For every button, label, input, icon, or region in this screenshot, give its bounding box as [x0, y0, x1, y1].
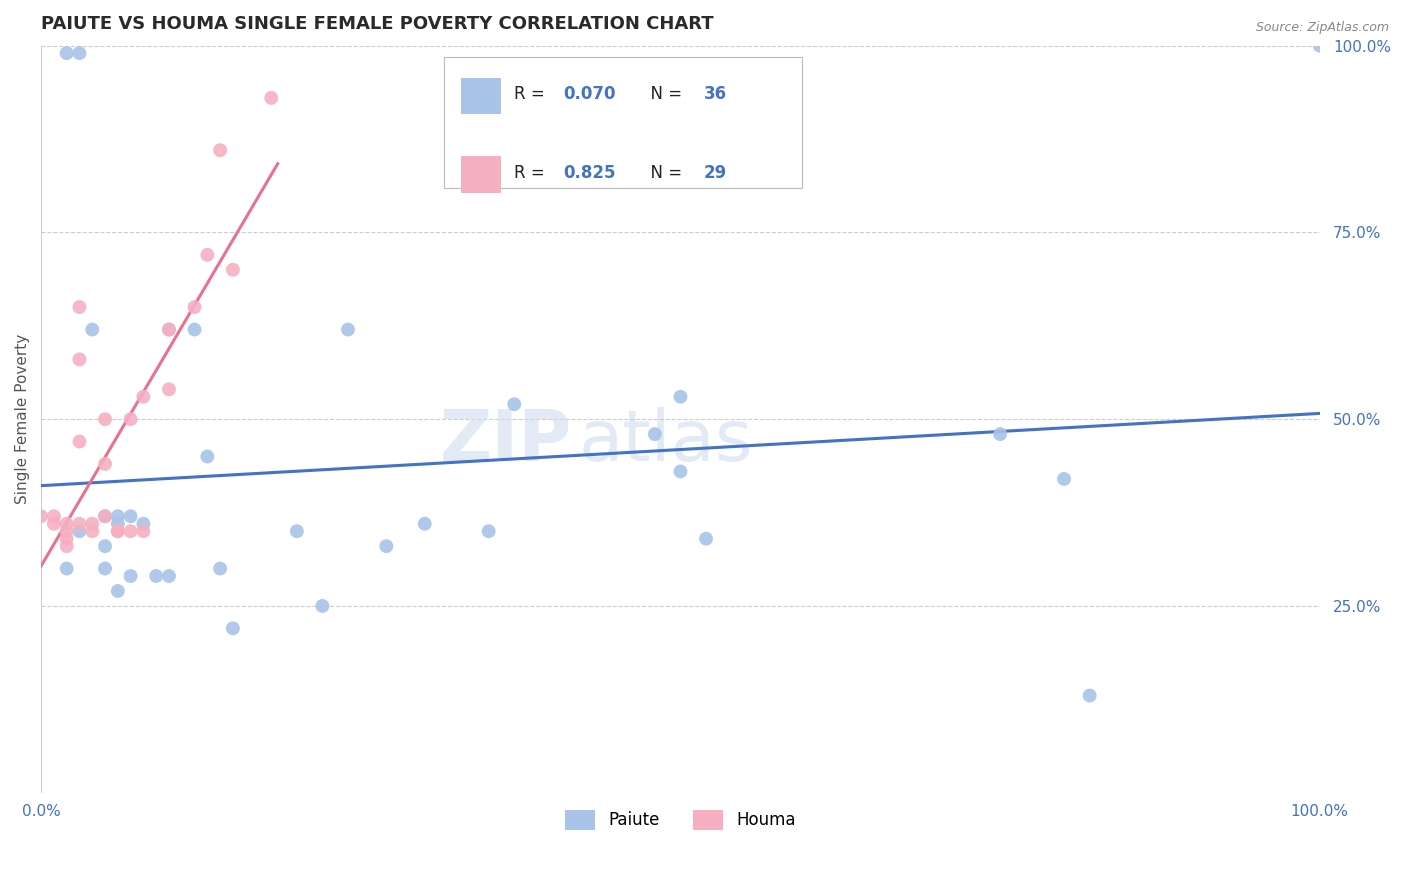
Point — [55, 46, 77, 61]
Point — [55, 524, 77, 539]
Point — [94, 539, 117, 553]
Point — [157, 569, 180, 583]
Point — [82, 516, 104, 531]
Text: ZIP: ZIP — [440, 407, 572, 476]
Point — [120, 412, 142, 426]
Point — [94, 509, 117, 524]
Point — [157, 382, 180, 396]
Point — [988, 427, 1011, 442]
Point — [478, 524, 501, 539]
Point — [132, 390, 155, 404]
Legend: Paiute, Houma: Paiute, Houma — [558, 803, 803, 837]
Point — [222, 621, 245, 635]
Point — [209, 561, 232, 575]
Point — [145, 569, 167, 583]
Text: R =: R = — [515, 163, 550, 182]
Point — [132, 516, 155, 531]
Text: 36: 36 — [703, 86, 727, 103]
Text: Source: ZipAtlas.com: Source: ZipAtlas.com — [1256, 21, 1389, 34]
Point — [157, 322, 180, 336]
Point — [669, 465, 692, 479]
Point — [222, 262, 245, 277]
Point — [55, 516, 77, 531]
Point — [260, 91, 283, 105]
Point — [337, 322, 360, 336]
Point — [107, 524, 129, 539]
Point — [413, 516, 436, 531]
Point — [644, 427, 666, 442]
Point — [94, 457, 117, 471]
Text: 29: 29 — [703, 163, 727, 182]
Point — [107, 524, 129, 539]
FancyBboxPatch shape — [444, 57, 801, 187]
Point — [695, 532, 717, 546]
Point — [55, 532, 77, 546]
Text: N =: N = — [640, 163, 688, 182]
Point — [69, 524, 91, 539]
Point — [94, 509, 117, 524]
Point — [107, 516, 129, 531]
Point — [669, 390, 692, 404]
Point — [42, 516, 65, 531]
Point — [82, 524, 104, 539]
FancyBboxPatch shape — [461, 78, 502, 114]
Point — [195, 450, 218, 464]
Point — [94, 561, 117, 575]
Text: 0.825: 0.825 — [562, 163, 616, 182]
Point — [42, 509, 65, 524]
Point — [120, 509, 142, 524]
Point — [69, 300, 91, 314]
Point — [209, 143, 232, 157]
Point — [120, 569, 142, 583]
Point — [311, 599, 333, 613]
Point — [82, 322, 104, 336]
Text: PAIUTE VS HOUMA SINGLE FEMALE POVERTY CORRELATION CHART: PAIUTE VS HOUMA SINGLE FEMALE POVERTY CO… — [41, 15, 714, 33]
Point — [120, 524, 142, 539]
Point — [69, 516, 91, 531]
Point — [107, 584, 129, 599]
Point — [107, 509, 129, 524]
Point — [94, 412, 117, 426]
Point — [69, 352, 91, 367]
Point — [55, 539, 77, 553]
Text: 0.070: 0.070 — [562, 86, 616, 103]
Point — [503, 397, 526, 411]
Point — [183, 300, 205, 314]
Point — [69, 46, 91, 61]
Point — [183, 322, 205, 336]
Point — [375, 539, 398, 553]
FancyBboxPatch shape — [461, 156, 502, 193]
Y-axis label: Single Female Poverty: Single Female Poverty — [15, 334, 30, 504]
Point — [195, 248, 218, 262]
Text: atlas: atlas — [578, 407, 752, 476]
Point — [55, 561, 77, 575]
Point — [285, 524, 308, 539]
Point — [1309, 38, 1331, 53]
Point — [30, 509, 52, 524]
Point — [157, 322, 180, 336]
Point — [1053, 472, 1076, 486]
Point — [69, 434, 91, 449]
Text: N =: N = — [640, 86, 688, 103]
Text: R =: R = — [515, 86, 550, 103]
Point — [1078, 689, 1101, 703]
Point — [132, 524, 155, 539]
